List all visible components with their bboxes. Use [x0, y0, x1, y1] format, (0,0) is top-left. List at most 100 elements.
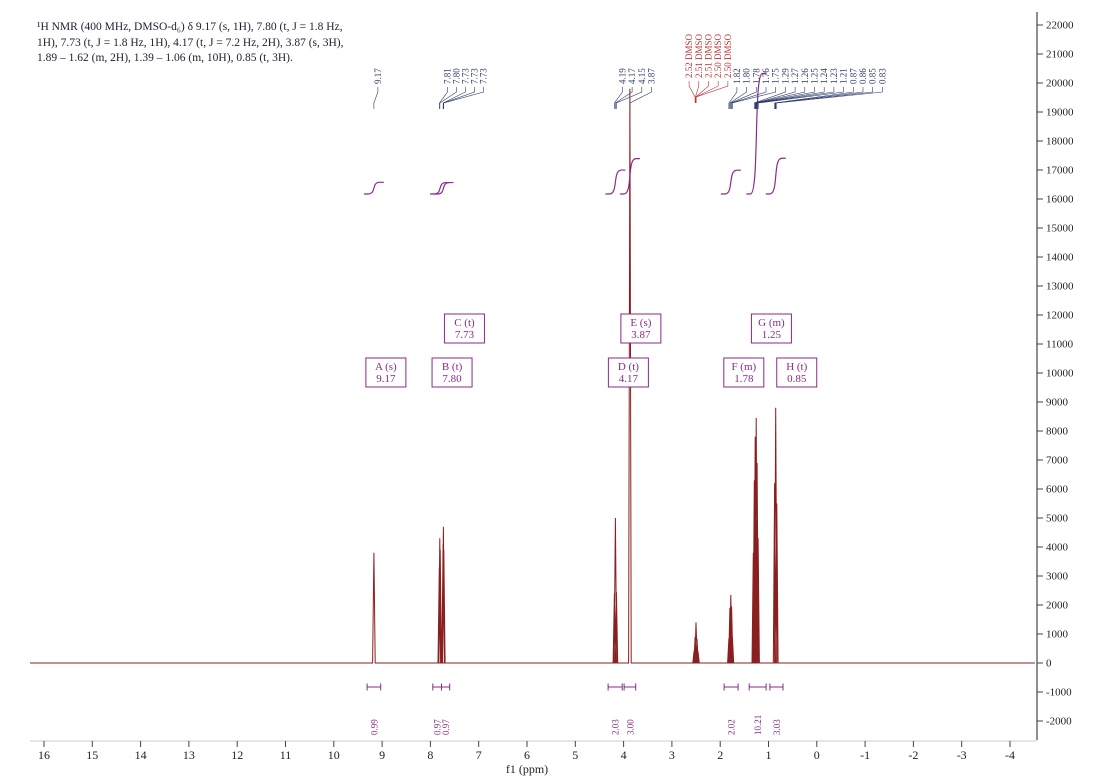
peak-label: 1.26 [800, 68, 810, 84]
multiplet-box [620, 313, 662, 344]
peak-leader-line [728, 87, 738, 109]
x-tick-label: -2 [908, 748, 918, 762]
x-tick-label: 4 [621, 748, 627, 762]
integral-bracket [723, 683, 739, 691]
x-tick-label: 10 [328, 748, 340, 762]
x-tick-label: 8 [427, 748, 433, 762]
integral-bracket [441, 683, 451, 691]
peak-label: 4.17 [627, 68, 637, 84]
peak-leader-line [776, 87, 883, 109]
multiplet-box [443, 313, 485, 344]
x-tick-label: -4 [1005, 748, 1015, 762]
y-tick-label: 17000 [1046, 165, 1074, 177]
peak-leader-line [688, 81, 696, 103]
peak-label: 1.25 [809, 68, 819, 84]
y-tick-label: -1000 [1046, 687, 1072, 699]
integral-curve [430, 181, 451, 195]
peak-leader-line [615, 87, 633, 109]
peak-label: 9.17 [373, 68, 383, 84]
solvent-peak-label: 2.52 DMSO [684, 33, 694, 78]
multiplet-box-shift: 0.85 [787, 373, 807, 385]
x-tick-label: 12 [231, 748, 243, 762]
peak-label: 7.73 [469, 68, 479, 84]
x-tick-label: -3 [957, 748, 967, 762]
multiplet-box-label: D (t) [618, 361, 639, 373]
title-line-3: 1.89 – 1.62 (m, 2H), 1.39 – 1.06 (m, 10H… [37, 52, 293, 65]
peak-label: 1.27 [790, 68, 800, 84]
multiplet-box-shift: 4.17 [619, 373, 639, 385]
integral-bracket [769, 683, 784, 691]
peak-leader-line [614, 87, 623, 109]
x-tick-label: 0 [814, 748, 820, 762]
peak-leader-line [443, 87, 475, 109]
y-tick-label: 5000 [1046, 513, 1069, 525]
title-line-2: 1H), 7.73 (t, J = 1.8 Hz, 1H), 4.17 (t, … [37, 36, 344, 49]
multiplet-box-label: G (m) [758, 317, 785, 329]
x-tick-label: 13 [183, 748, 195, 762]
integral-curve [619, 158, 640, 195]
y-tick-label: 20000 [1046, 78, 1074, 90]
multiplet-box-shift: 3.87 [631, 329, 651, 341]
multiplet-box-label: A (s) [375, 361, 397, 373]
multiplet-box-label: E (s) [630, 317, 651, 329]
integral-bracket [607, 683, 623, 691]
y-tick-label: 2000 [1046, 600, 1069, 612]
peak-label: 1.80 [742, 68, 752, 84]
peak-leader-line [775, 87, 873, 109]
title-line-1: ¹H NMR (400 MHz, DMSO-d₆) δ 9.17 (s, 1H)… [37, 21, 343, 33]
peak-label: 1.76 [761, 68, 771, 84]
x-tick-label: 7 [476, 748, 482, 762]
peak-leader-line [774, 87, 864, 109]
y-tick-label: 1000 [1046, 629, 1069, 641]
integral-bracket [748, 683, 767, 691]
peak-label: 4.19 [617, 68, 627, 84]
peak-leader-line [729, 87, 747, 109]
multiplet-box [723, 357, 765, 388]
y-tick-label: 8000 [1046, 426, 1069, 438]
y-tick-label: 3000 [1046, 571, 1069, 583]
x-tick-label: 3 [669, 748, 675, 762]
multiplet-box-shift: 1.25 [762, 329, 782, 341]
integral-bracket [366, 683, 382, 691]
peak-leader-line [755, 87, 806, 109]
peak-leader-line [732, 87, 776, 109]
peak-leader-line [439, 87, 448, 109]
y-tick-label: 16000 [1046, 194, 1074, 206]
integral-curves [363, 72, 786, 195]
y-axis: 2200021000200001900018000170001600015000… [1036, 12, 1074, 740]
integral-value: 10.21 [753, 715, 763, 735]
integral-curve [720, 169, 741, 195]
x-tick-label: 5 [572, 748, 578, 762]
y-tick-label: 12000 [1046, 310, 1074, 322]
peak-leader-line [695, 81, 719, 103]
peak-label: 7.80 [451, 68, 461, 84]
multiplet-box [776, 357, 818, 388]
x-tick-label: 14 [135, 748, 147, 762]
x-tick-label: -1 [860, 748, 870, 762]
y-tick-label: 11000 [1046, 339, 1074, 351]
peak-label: 1.21 [839, 68, 849, 84]
y-tick-label: 6000 [1046, 484, 1069, 496]
peak-leader-line [443, 87, 484, 109]
peak-label: 1.75 [771, 68, 781, 84]
integral-value: 2.03 [611, 719, 621, 735]
peak-label: 0.83 [877, 68, 887, 84]
integral-value: 2.02 [727, 719, 737, 735]
integral-curve [363, 181, 384, 195]
y-tick-label: 15000 [1046, 223, 1074, 235]
y-tick-label: 10000 [1046, 368, 1074, 380]
peak-label: 1.29 [780, 68, 790, 84]
solvent-peak-label: 2.51 DMSO [703, 33, 713, 78]
multiplet-box [365, 357, 407, 388]
y-tick-label: 22000 [1046, 20, 1074, 32]
integral-value: 0.97 [441, 719, 451, 735]
peak-leader-line [756, 87, 835, 109]
solvent-peak-label: 2.51 DMSO [694, 33, 704, 78]
peak-label: 4.15 [637, 68, 647, 84]
x-tick-label: 16 [38, 748, 50, 762]
peak-leader-line [695, 81, 729, 103]
multiplet-box-label: F (m) [731, 361, 756, 373]
multiplet-box [607, 357, 649, 388]
peak-leader-line [774, 87, 854, 109]
